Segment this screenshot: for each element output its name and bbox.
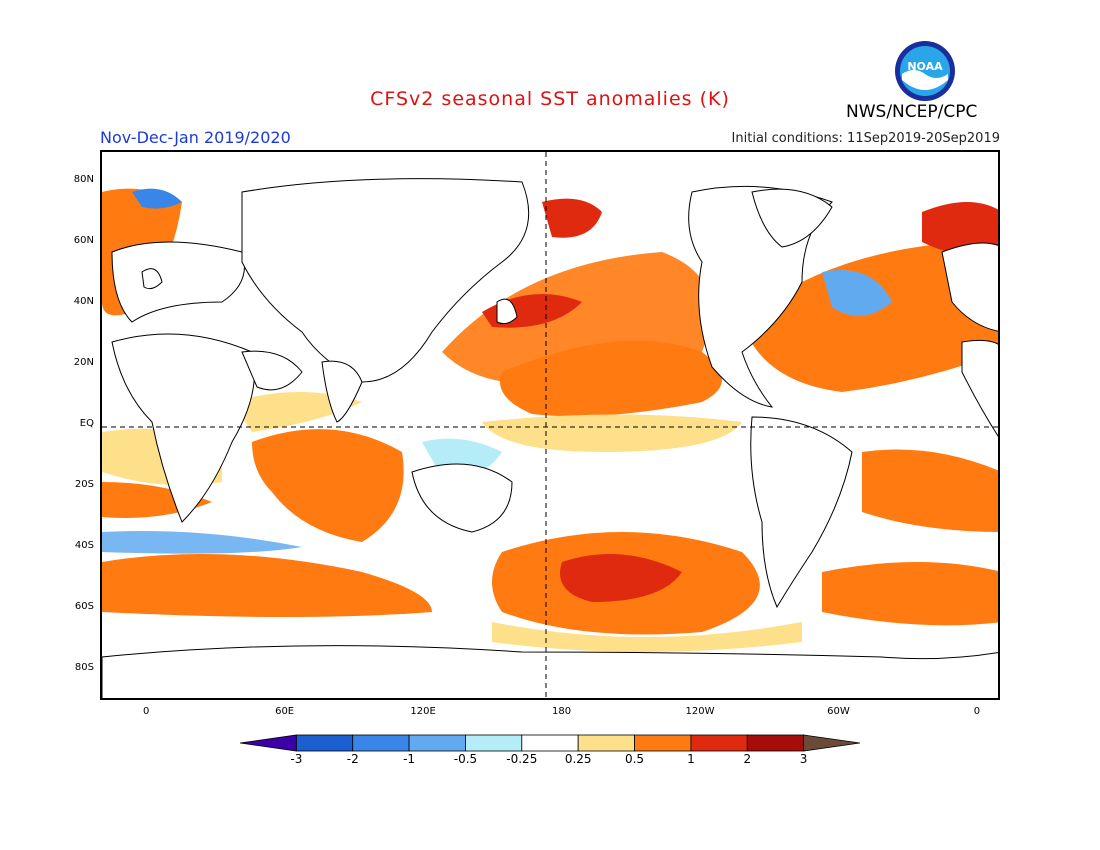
colorbar-tick-label: -2 — [346, 752, 359, 766]
arabia-landmass — [241, 350, 303, 391]
north-atlantic-wrap-cool — [132, 188, 182, 209]
southern-ocean-cool-band — [102, 531, 302, 554]
lat-tick-label: 40N — [73, 295, 94, 307]
south-atlantic-warm-region — [862, 449, 998, 532]
colorbar-tick-label: -3 — [290, 752, 303, 766]
colorbar-segment — [577, 734, 635, 752]
antarctica-landmass — [102, 645, 998, 698]
lat-tick-label: 60N — [73, 234, 94, 246]
lat-tick-label: EQ — [79, 418, 94, 429]
lat-tick-label: 60S — [74, 601, 94, 613]
map-title: CFSv2 seasonal SST anomalies (K) — [370, 88, 730, 110]
tropical-pacific-warm-region — [500, 340, 722, 417]
uk-landmass — [141, 268, 163, 290]
south-america-landmass — [750, 416, 853, 609]
lat-tick-label: 80S — [74, 662, 94, 674]
southern-ocean-warm-band — [102, 554, 432, 617]
logo-text: NOAA — [907, 60, 943, 73]
colorbar-tick-label: -0.5 — [453, 752, 478, 766]
colorbar-tick-label: 1 — [687, 752, 695, 766]
colorbar-tick-label: 0.25 — [564, 752, 592, 766]
colorbar-segment — [295, 734, 354, 752]
asia-landmass — [241, 178, 530, 383]
south-pacific-light-band — [492, 622, 802, 652]
colorbar-tick-label: -1 — [403, 752, 416, 766]
colorbar — [240, 734, 860, 752]
south-atlantic-warm-band — [822, 562, 998, 626]
japan-landmass — [496, 298, 518, 325]
season-label: Nov-Dec-Jan 2019/2020 — [100, 128, 291, 147]
europe-wrap-landmass — [941, 242, 998, 332]
north-atlantic-core — [922, 202, 998, 256]
colorbar-segment — [521, 734, 579, 752]
lon-tick-label: 0 — [973, 706, 981, 717]
lat-tick-label: 80N — [73, 173, 94, 185]
sst-anomaly-map — [100, 150, 1000, 700]
lon-tick-label: 0 — [142, 706, 150, 717]
lat-tick-label: 40S — [74, 540, 94, 552]
south-pacific-core — [560, 554, 682, 602]
continents — [102, 178, 998, 698]
colorbar-tick-label: 3 — [799, 752, 808, 766]
colorbar-segment — [634, 734, 692, 752]
map-canvas — [102, 152, 998, 698]
colorbar-segment — [240, 734, 297, 752]
lon-tick-label: 120W — [685, 706, 715, 717]
lon-tick-label: 60E — [275, 706, 295, 717]
lon-tick-label: 60W — [827, 706, 850, 717]
bering-warm-region — [542, 198, 602, 238]
colorbar-segment — [465, 734, 523, 752]
europe-landmass — [111, 241, 245, 323]
colorbar-tick-label: -0.25 — [506, 752, 538, 766]
initial-conditions-label: Initial conditions: 11Sep2019-20Sep2019 — [731, 131, 1000, 146]
lon-tick-label: 180 — [551, 706, 572, 717]
africa-landmass — [111, 333, 255, 523]
agency-label: NWS/NCEP/CPC — [846, 102, 978, 122]
noaa-logo: NOAA — [894, 40, 956, 102]
australia-landmass — [411, 463, 513, 533]
colorbar-tick-label: 0.5 — [624, 752, 645, 766]
colorbar-tick-label: 2 — [743, 752, 752, 766]
lon-tick-label: 120E — [410, 706, 436, 717]
colorbar-segment — [746, 734, 805, 752]
africa-wrap-landmass — [961, 339, 998, 437]
colorbar-segment — [352, 734, 410, 752]
north-atlantic-cool-region — [822, 270, 892, 316]
tropical-pacific-light-region — [482, 414, 742, 452]
north-atlantic-warm-region — [742, 242, 998, 392]
india-landmass — [321, 360, 363, 423]
lat-tick-label: 20S — [74, 479, 94, 491]
lat-tick-label: 20N — [73, 356, 94, 368]
colorbar-segment — [803, 734, 860, 752]
indian-ocean-warm-region — [252, 429, 404, 542]
colorbar-segment — [408, 734, 466, 752]
greenland-landmass — [751, 188, 833, 248]
colorbar-segment — [690, 734, 748, 752]
